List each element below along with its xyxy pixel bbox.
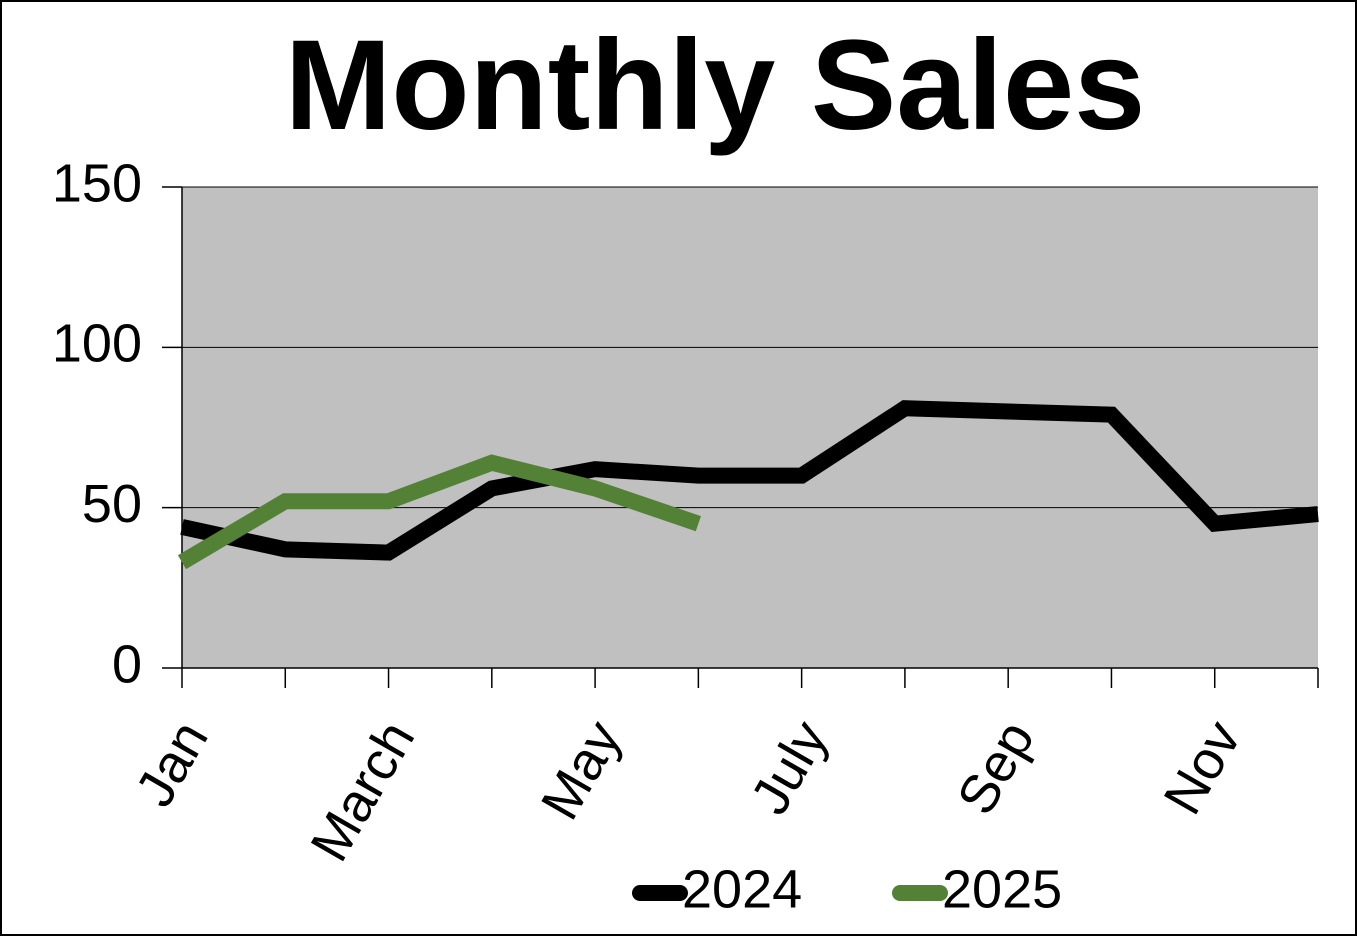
y-tick-label: 100 (52, 314, 142, 374)
plot-area (182, 187, 1318, 668)
legend-label: 2024 (682, 859, 802, 919)
series-line (177, 454, 701, 570)
legend-label: 2025 (942, 859, 1062, 919)
y-tick-label: 0 (112, 634, 142, 694)
chart-title: Monthly Sales (285, 14, 1146, 157)
series-line (180, 400, 1319, 561)
y-tick-label: 50 (82, 474, 142, 534)
y-tick-label: 150 (52, 153, 142, 213)
